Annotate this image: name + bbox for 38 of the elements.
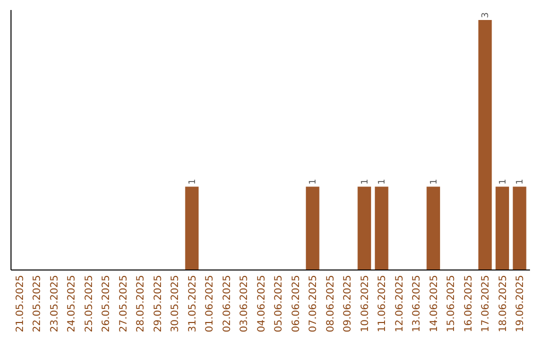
x-tick-label: 23.05.2025 xyxy=(49,275,60,332)
x-tick-label: 30.05.2025 xyxy=(170,275,182,332)
x-tick-label: 15.06.2025 xyxy=(446,275,458,332)
data-label: 1 xyxy=(516,178,526,185)
x-tick-label: 09.06.2025 xyxy=(342,275,354,332)
x-tick-label: 16.06.2025 xyxy=(463,275,474,332)
x-tick-label: 14.06.2025 xyxy=(428,275,440,332)
x-tick-label: 29.05.2025 xyxy=(152,275,164,332)
x-tick-label: 05.06.2025 xyxy=(274,275,285,332)
data-label: 1 xyxy=(378,178,388,185)
data-label: 3 xyxy=(481,12,492,18)
x-tick-label: 18.06.2025 xyxy=(498,275,509,332)
x-tick-label: 17.06.2025 xyxy=(480,275,492,332)
data-label: 1 xyxy=(188,178,198,185)
x-tick-label: 06.06.2025 xyxy=(290,275,302,332)
x-tick-label: 21.05.2025 xyxy=(14,275,26,332)
x-tick-label: 11.06.2025 xyxy=(377,275,388,332)
data-label: 1 xyxy=(308,178,319,185)
x-tick-label: 08.06.2025 xyxy=(325,275,336,332)
data-label: 1 xyxy=(498,178,508,185)
x-tick-label: 02.06.2025 xyxy=(222,275,233,332)
x-tick-label: 07.06.2025 xyxy=(308,275,320,332)
x-tick-label: 26.05.2025 xyxy=(101,275,112,332)
data-label: 1 xyxy=(360,178,370,185)
x-tick-label: 27.05.2025 xyxy=(118,275,130,332)
x-tick-label: 19.06.2025 xyxy=(515,275,526,332)
data-label: 1 xyxy=(429,178,440,185)
x-tick-label: 28.05.2025 xyxy=(136,275,147,332)
x-tick-label: 01.06.2025 xyxy=(204,275,216,332)
x-tick-label: 22.05.2025 xyxy=(32,275,44,332)
x-tick-label: 31.05.2025 xyxy=(187,275,198,332)
x-tick-label: 03.06.2025 xyxy=(239,275,250,332)
x-tick-label: 13.06.2025 xyxy=(412,275,423,332)
x-tick-label: 12.06.2025 xyxy=(394,275,406,332)
x-tick-label: 10.06.2025 xyxy=(360,275,371,332)
x-tick-label: 24.05.2025 xyxy=(66,275,78,332)
x-tick-label: 04.06.2025 xyxy=(256,275,268,332)
x-tick-label: 25.05.2025 xyxy=(84,275,95,332)
